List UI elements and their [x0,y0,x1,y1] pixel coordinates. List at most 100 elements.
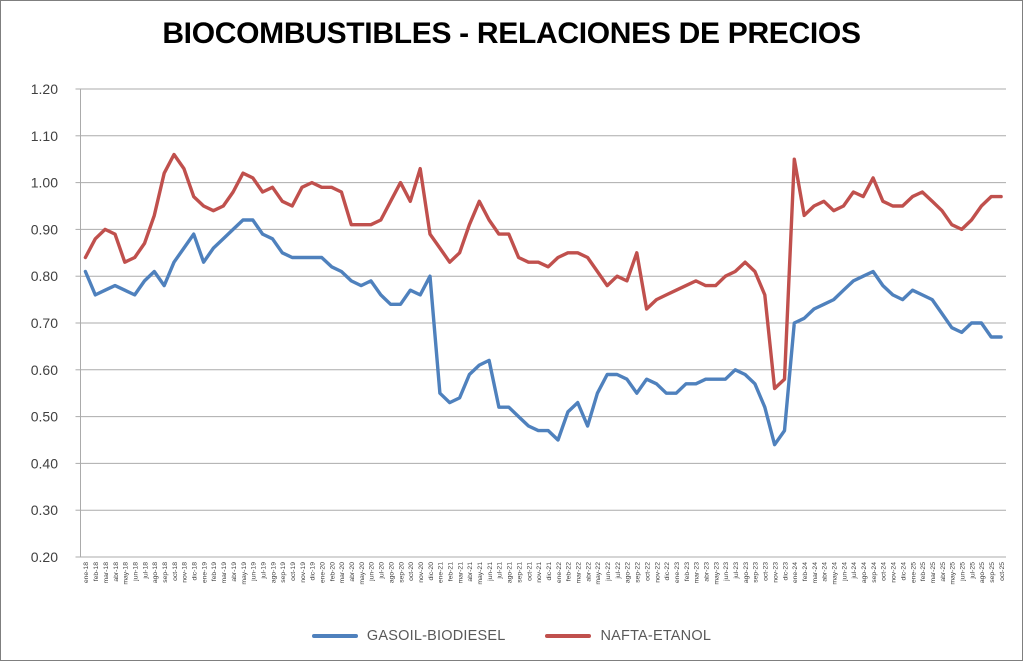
y-axis-label: 0.20 [31,549,58,565]
x-axis-label: ene-19 [201,562,208,583]
x-axis-label: ene-18 [83,562,90,583]
x-axis-label: ago-24 [861,562,868,583]
x-axis-label: jun-18 [132,562,139,582]
x-axis-label: may-22 [595,562,602,585]
x-axis-label: nov-18 [182,562,189,583]
y-axis-label: 0.70 [31,315,58,331]
x-axis-label: sep-19 [280,562,287,583]
x-axis-label: dic-19 [310,562,317,581]
x-axis-label: dic-22 [664,562,671,581]
x-axis-label: abr-25 [940,562,947,582]
x-axis-label: nov-19 [300,562,307,583]
x-axis-label: dic-23 [782,562,789,581]
y-axis-label: 0.30 [31,502,58,518]
x-axis-label: jul-19 [260,562,267,580]
x-axis-label: oct-25 [999,562,1006,581]
x-axis-label: mar-22 [576,562,583,584]
x-axis-label: jun-25 [959,562,966,582]
x-axis-label: ago-25 [979,562,986,583]
x-axis-label: oct-20 [408,562,415,581]
x-axis-label: feb-18 [93,562,100,581]
x-axis-label: feb-20 [329,562,336,581]
x-axis-label: mar-25 [930,562,937,584]
x-axis-label: dic-24 [900,562,907,581]
legend-item-gasoil-biodiesel: GASOIL-BIODIESEL [311,628,506,644]
x-axis-label: jul-25 [969,562,976,580]
x-axis-label: jun-23 [723,562,730,582]
x-axis-label: nov-23 [772,562,779,583]
legend-label-nafta-etanol: NAFTA-ETANOL [600,628,712,644]
legend-label-gasoil-biodiesel: GASOIL-BIODIESEL [366,628,506,644]
x-axis-label: feb-24 [802,562,809,581]
x-axis-label: nov-20 [418,562,425,583]
x-axis-label: ene-23 [674,562,681,583]
x-axis-label: abr-18 [113,562,120,582]
x-axis-label: oct-23 [763,562,770,581]
x-axis-label: jul-21 [497,562,504,580]
x-axis-label: jun-21 [487,562,494,582]
legend-item-nafta-etanol: NAFTA-ETANOL [545,628,711,644]
x-axis-label: ago-23 [743,562,750,583]
x-axis-label: ago-20 [388,562,395,583]
legend-line-swatch-red [545,634,592,638]
x-axis-label: mar-19 [221,562,228,584]
x-axis-label: dic-18 [192,562,199,581]
x-axis-label: abr-20 [349,562,356,582]
x-axis-label: oct-22 [644,562,651,581]
series-line-gasoil-biodiesel [83,218,1003,447]
x-axis-label: sep-18 [162,562,169,583]
x-axis-label: abr-24 [822,562,829,582]
x-axis-label: ago-18 [152,562,159,583]
x-axis-label: sep-21 [516,562,523,583]
x-axis-label: nov-22 [654,562,661,583]
x-axis-label: feb-22 [566,562,573,581]
x-axis-label: jun-22 [605,562,612,582]
x-axis-label: mar-23 [694,562,701,584]
x-axis-label: sep-22 [635,562,642,583]
x-axis-label: mar-20 [339,562,346,584]
x-axis-label: sep-24 [871,562,878,583]
y-axis-label: 0.50 [31,409,58,425]
chart-title: BIOCOMBUSTIBLES - RELACIONES DE PRECIOS [162,17,861,50]
x-axis-label: mar-18 [103,562,110,584]
x-axis-label: ago-19 [270,562,277,583]
legend-line-swatch-blue [311,634,358,638]
x-axis-label: oct-21 [526,562,533,581]
y-axis-label: 0.90 [31,221,58,237]
x-axis-label: abr-19 [231,562,238,582]
x-axis-label: jun-24 [841,562,848,582]
x-axis-label: abr-23 [704,562,711,582]
x-axis-label: jul-24 [851,562,858,580]
x-axis-label: jul-18 [142,562,149,580]
x-axis-label: oct-19 [290,562,297,581]
x-axis-label: ene-20 [320,562,327,583]
x-axis-label: may-20 [359,562,366,585]
x-axis-label: nov-24 [891,562,898,583]
x-axis-label: ene-25 [910,562,917,583]
x-axis-label: feb-21 [448,562,455,581]
x-axis-label: may-24 [831,562,838,585]
x-axis-label: ago-21 [507,562,514,583]
x-axis-label: may-21 [477,562,484,585]
series-line-nafta-etanol [83,152,1003,391]
x-axis-label: mar-21 [457,562,464,584]
x-axis-label: dic-21 [546,562,553,581]
x-axis-label: jun-20 [369,562,376,582]
y-axis-label: 1.20 [31,81,58,97]
x-axis-label: jun-19 [251,562,258,582]
x-axis-label: ene-22 [556,562,563,583]
x-axis-label: jul-22 [615,562,622,580]
x-axis-label: feb-19 [211,562,218,581]
x-axis-label: mar-24 [812,562,819,584]
y-axis-label: 0.40 [31,455,58,471]
x-axis-label: abr-22 [585,562,592,582]
y-axis-label: 1.00 [31,175,58,191]
x-axis-label: jul-20 [379,562,386,580]
y-axis-label: 0.60 [31,362,58,378]
x-axis-label: ene-21 [438,562,445,583]
x-axis-label: may-19 [241,562,248,585]
x-axis-label: sep-23 [753,562,760,583]
x-axis-label: oct-24 [881,562,888,581]
